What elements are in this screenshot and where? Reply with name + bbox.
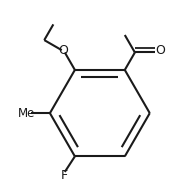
- Text: O: O: [155, 44, 165, 57]
- Text: O: O: [58, 44, 68, 57]
- Text: Me: Me: [18, 107, 36, 120]
- Text: F: F: [61, 169, 68, 182]
